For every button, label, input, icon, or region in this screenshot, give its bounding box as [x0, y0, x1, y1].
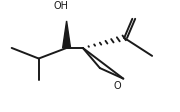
Text: OH: OH: [54, 1, 69, 11]
Polygon shape: [63, 21, 71, 48]
Text: O: O: [113, 81, 121, 91]
